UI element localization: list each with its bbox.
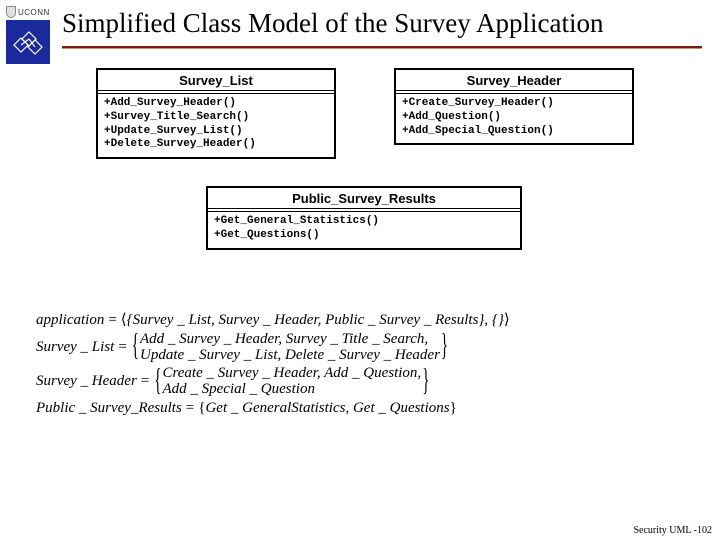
formula-survey-list: Survey _ List = { Add _ Survey _ Header,… <box>36 332 686 364</box>
org-text: UCONN <box>18 8 50 17</box>
class-operations: +Get_General_Statistics()+Get_Questions(… <box>208 212 520 248</box>
org-label: UCONN <box>6 6 54 18</box>
formula-body: {Survey _ List, Survey _ Header, Public … <box>127 313 504 329</box>
brace-close-icon: } <box>450 401 457 417</box>
formula-line: Add _ Survey _ Header, Survey _ Title _ … <box>140 332 440 348</box>
formula-survey-header: Survey _ Header = { Create _ Survey _ He… <box>36 366 686 398</box>
equals-sign: = <box>108 313 116 329</box>
equals-sign: = <box>118 340 126 356</box>
class-operation: +Delete_Survey_Header() <box>104 138 328 152</box>
class-operation: +Create_Survey_Header() <box>402 97 626 111</box>
class-operations: +Add_Survey_Header()+Survey_Title_Search… <box>98 94 334 157</box>
formula-lhs: Public _ Survey_Results <box>36 401 182 417</box>
brace-close-icon: } <box>441 332 448 364</box>
formula-public-survey-results: Public _ Survey_Results = { Get _ Genera… <box>36 401 686 417</box>
equals-sign: = <box>186 401 194 417</box>
formula-body: Add _ Survey _ Header, Survey _ Title _ … <box>140 332 440 364</box>
formula-body: Create _ Survey _ Header, Add _ Question… <box>162 366 421 398</box>
class-operations: +Create_Survey_Header()+Add_Question()+A… <box>396 94 632 143</box>
formula-lhs: Survey _ Header <box>36 374 137 390</box>
shield-icon <box>6 6 16 18</box>
brace-open-icon: { <box>132 332 139 364</box>
class-name: Public_Survey_Results <box>208 188 520 208</box>
class-operation: +Add_Special_Question() <box>402 125 626 139</box>
class-operation: +Survey_Title_Search() <box>104 111 328 125</box>
logo-icon <box>6 20 50 64</box>
class-name: Survey_List <box>98 70 334 90</box>
logo-block: UCONN <box>6 6 54 64</box>
brace-open-icon: { <box>154 366 161 398</box>
formula-lhs: application <box>36 313 104 329</box>
equals-sign: = <box>141 374 149 390</box>
class-public-survey-results: Public_Survey_Results +Get_General_Stati… <box>206 186 522 250</box>
class-survey-list: Survey_List +Add_Survey_Header()+Survey_… <box>96 68 336 159</box>
page-title: Simplified Class Model of the Survey App… <box>62 8 603 39</box>
class-operation: +Get_Questions() <box>214 229 514 243</box>
formula-lhs: Survey _ List <box>36 340 114 356</box>
angle-close-icon: ⟩ <box>504 313 510 329</box>
formula-application: application = ⟨ {Survey _ List, Survey _… <box>36 313 686 329</box>
formula-line: Update _ Survey _ List, Delete _ Survey … <box>140 348 440 364</box>
class-operation: +Update_Survey_List() <box>104 125 328 139</box>
class-name: Survey_Header <box>396 70 632 90</box>
formula-body: Get _ GeneralStatistics, Get _ Questions <box>205 401 449 417</box>
class-operation: +Add_Survey_Header() <box>104 97 328 111</box>
formula-line: Add _ Special _ Question <box>162 382 421 398</box>
class-operation: +Add_Question() <box>402 111 626 125</box>
class-survey-header: Survey_Header +Create_Survey_Header()+Ad… <box>394 68 634 145</box>
slide: UCONN Simplified Class Model of the Surv… <box>0 0 720 540</box>
formulas-block: application = ⟨ {Survey _ List, Survey _… <box>36 310 686 420</box>
brace-open-icon: { <box>198 401 205 417</box>
title-rule <box>62 46 702 49</box>
formula-line: Create _ Survey _ Header, Add _ Question… <box>162 366 421 382</box>
slide-footer: Security UML -102 <box>633 525 712 536</box>
class-operation: +Get_General_Statistics() <box>214 215 514 229</box>
brace-close-icon: } <box>422 366 429 398</box>
